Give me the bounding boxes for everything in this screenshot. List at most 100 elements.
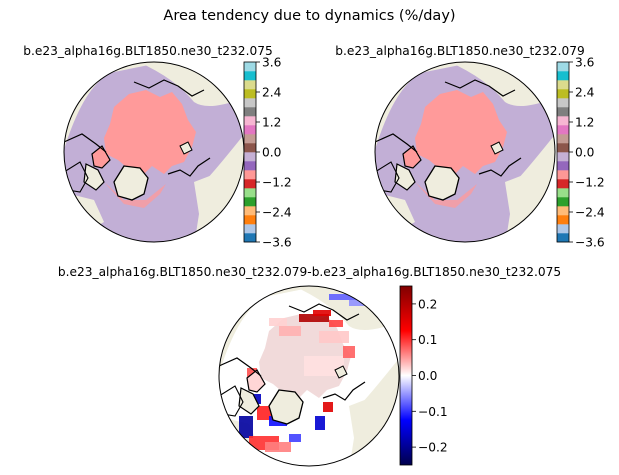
panel-1-colorbar-tick-label-0: −3.6 — [262, 236, 292, 250]
panel-2-ice-pack — [415, 90, 507, 174]
panel-2-map-outline — [374, 61, 556, 243]
panel-1-colorbar-cell-0 — [244, 233, 256, 243]
panel-3-diff-patch-14 — [323, 402, 333, 412]
panel-2-colorbar-cell-16 — [557, 89, 569, 99]
panel-3-coastline-1 — [219, 357, 262, 377]
panel-2-colorbar-tick-label-5: 2.4 — [575, 86, 595, 100]
panel-3-colorbar-tick-label-1: −0.1 — [418, 405, 448, 419]
panel-1-colorbar-cell-14 — [244, 107, 256, 117]
panel-3-layers — [219, 286, 399, 466]
panel-3-hudson — [238, 387, 260, 415]
panel-3-diff-patch-15 — [343, 346, 355, 358]
panel-2-colorbar-cell-11 — [557, 134, 569, 144]
panel-1-colorbar-tick-label-5: 2.4 — [262, 86, 282, 100]
panel-1-colorbar: −3.6 −2.4 −1.2 0.0 1.2 2.4 3.6 — [243, 56, 292, 250]
panel-3-diff-patch-1 — [313, 310, 331, 316]
panel-2-colorbar-cell-3 — [557, 206, 569, 216]
panel-3-diff-patch-13 — [315, 416, 325, 430]
panel-3-colorbar-tick-label-0: −0.2 — [418, 441, 448, 455]
panel-2-title: b.e23_alpha16g.BLT1850.ne30_t232.079 — [335, 44, 585, 58]
panel-1-colorbar-cell-15 — [244, 98, 256, 108]
panel-3-colorbar: −0.2 −0.1 0.0 0.1 0.2 — [399, 285, 448, 466]
panel-2-colorbar-cell-9 — [557, 152, 569, 162]
panel-3-coastline-2 — [322, 381, 366, 401]
panel-2-coastline-2 — [478, 157, 522, 177]
panel-3-diff-patch-2 — [329, 320, 343, 327]
panel-1-colorbar-cell-4 — [244, 197, 256, 207]
panel-3-diff-patch-0 — [299, 314, 329, 322]
panel-1-colorbar-cell-17 — [244, 80, 256, 90]
panel-2-ice-edge — [415, 182, 477, 208]
panel-2-colorbar-cell-19 — [557, 62, 569, 72]
panel-1-colorbar-cell-13 — [244, 116, 256, 126]
panel-2-colorbar-tick-label-3: 0.0 — [575, 146, 594, 160]
panel-1-coastline-2 — [167, 157, 211, 177]
panel-3-colorbar-gradient — [399, 285, 413, 466]
panel-3-coastline-0 — [288, 303, 360, 321]
panel-2-colorbar-cell-2 — [557, 215, 569, 225]
panel-1-colorbar-tick-label-3: 0.0 — [262, 146, 281, 160]
panel-1-colorbar-cell-16 — [244, 89, 256, 99]
panel-1-colorbar-cell-6 — [244, 179, 256, 189]
panel-2-colorbar-cell-14 — [557, 107, 569, 117]
panel-2-colorbar-cell-12 — [557, 125, 569, 135]
figure-suptitle: Area tendency due to dynamics (%/day) — [163, 8, 456, 24]
panel-3-diff-patch-18 — [269, 318, 287, 326]
panel-1-coastline-0 — [133, 79, 205, 97]
panel-2-colorbar-cell-0 — [557, 233, 569, 243]
panel-3-map-outline — [218, 285, 400, 467]
panel-2-colorbar-cell-5 — [557, 188, 569, 198]
panel-1-colorbar-cell-9 — [244, 152, 256, 162]
panel-1-coastline-1 — [64, 133, 107, 153]
panel-1-title: b.e23_alpha16g.BLT1850.ne30_t232.075 — [23, 44, 273, 58]
panel-2-colorbar-tick-label-0: −3.6 — [575, 236, 605, 250]
panel-2-colorbar-cell-4 — [557, 197, 569, 207]
panel-3-title: b.e23_alpha16g.BLT1850.ne30_t232.079-b.e… — [57, 265, 562, 279]
panel-2-colorbar-cell-13 — [557, 116, 569, 126]
panel-1-layers — [64, 62, 244, 242]
panel-1-hudson — [83, 163, 105, 191]
panel-1-colorbar-cell-7 — [244, 170, 256, 180]
panel-1-ice-pack — [104, 90, 196, 174]
panel-1-colorbar-tick-label-2: −1.2 — [262, 176, 292, 190]
panel-2-colorbar-tick-label-6: 3.6 — [575, 56, 594, 70]
panel-3-diff-patch-11 — [265, 442, 291, 452]
panel-2-colorbar-cell-6 — [557, 179, 569, 189]
panel-1-colorbar-cell-18 — [244, 71, 256, 81]
panel-2-map — [374, 61, 556, 243]
panel-1-map — [63, 61, 245, 243]
panel-1-colorbar-cell-8 — [244, 161, 256, 171]
panel-2-colorbar-cell-18 — [557, 71, 569, 81]
panel-1-svalbard — [179, 141, 193, 155]
panel-2-colorbar-tick-label-1: −2.4 — [575, 206, 605, 220]
panel-1-colorbar-cell-3 — [244, 206, 256, 216]
panel-3-diff-patch-5 — [304, 356, 344, 376]
panel-3-diff-patch-3 — [279, 326, 301, 336]
panel-2-colorbar-cell-17 — [557, 80, 569, 90]
panel-3-diff-patch-12 — [289, 434, 301, 442]
panel-2-coastline-1 — [375, 133, 418, 153]
panel-3-colorbar-tick-label-2: 0.0 — [418, 369, 437, 383]
panel-3-map — [218, 285, 400, 467]
panel-1-colorbar-cell-19 — [244, 62, 256, 72]
panel-3-diff-patch-9 — [239, 416, 253, 438]
panel-2-coastline-0 — [444, 79, 516, 97]
panel-3-colorbar-tick-label-3: 0.1 — [418, 333, 437, 347]
panel-2-colorbar-tick-label-4: 1.2 — [575, 116, 594, 130]
panel-1-ice-edge — [104, 182, 166, 208]
panel-1-colorbar-cell-11 — [244, 134, 256, 144]
panel-3-colorbar-tick-label-4: 0.2 — [418, 297, 437, 311]
panel-2-colorbar: −3.6 −2.4 −1.2 0.0 1.2 2.4 3.6 — [556, 56, 605, 250]
panel-3-svalbard — [334, 365, 348, 379]
panel-2-colorbar-cell-15 — [557, 98, 569, 108]
panel-1-colorbar-tick-label-4: 1.2 — [262, 116, 281, 130]
panel-1-colorbar-cell-5 — [244, 188, 256, 198]
panel-3-diff-patch-16 — [329, 294, 369, 300]
panel-2-colorbar-cell-1 — [557, 224, 569, 234]
panel-2-greenland — [424, 165, 460, 201]
panel-1-colorbar-tick-label-1: −2.4 — [262, 206, 292, 220]
panel-2-colorbar-cell-7 — [557, 170, 569, 180]
panel-2-colorbar-tick-label-2: −1.2 — [575, 176, 605, 190]
panel-2-hudson — [394, 163, 416, 191]
